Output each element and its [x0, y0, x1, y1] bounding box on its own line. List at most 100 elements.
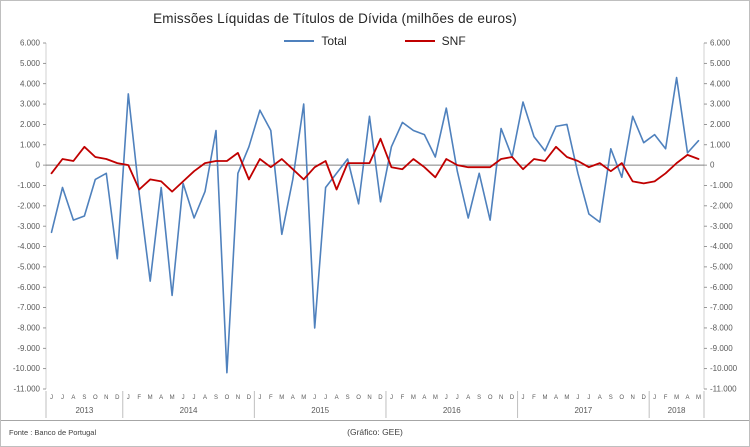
svg-text:2013: 2013: [75, 406, 93, 415]
svg-text:J: J: [61, 395, 64, 401]
svg-text:A: A: [159, 395, 163, 401]
svg-text:A: A: [554, 395, 558, 401]
svg-text:J: J: [313, 395, 316, 401]
svg-text:D: D: [115, 395, 120, 401]
legend-item-snf: SNF: [404, 34, 466, 48]
chart-title: Emissões Líquidas de Títulos de Dívida (…: [153, 11, 517, 26]
svg-text:M: M: [170, 395, 175, 401]
svg-text:3.000: 3.000: [710, 100, 731, 109]
svg-text:M: M: [564, 395, 569, 401]
svg-text:-3.000: -3.000: [17, 222, 40, 231]
svg-text:M: M: [301, 395, 306, 401]
svg-text:-9.000: -9.000: [17, 344, 40, 353]
svg-text:5.000: 5.000: [710, 59, 731, 68]
svg-text:F: F: [401, 395, 405, 401]
svg-text:A: A: [71, 395, 75, 401]
svg-text:-4.000: -4.000: [17, 242, 40, 251]
svg-text:-10.000: -10.000: [710, 364, 738, 373]
svg-text:F: F: [137, 395, 141, 401]
svg-text:6.000: 6.000: [710, 39, 731, 48]
svg-text:2.000: 2.000: [710, 120, 731, 129]
svg-text:-1.000: -1.000: [710, 181, 733, 190]
svg-text:F: F: [664, 395, 668, 401]
svg-text:J: J: [587, 395, 590, 401]
svg-text:J: J: [456, 395, 459, 401]
svg-text:2018: 2018: [668, 406, 686, 415]
svg-text:-6.000: -6.000: [710, 283, 733, 292]
svg-text:S: S: [346, 395, 350, 401]
svg-text:2017: 2017: [574, 406, 592, 415]
svg-text:2014: 2014: [180, 406, 198, 415]
svg-text:4.000: 4.000: [20, 79, 41, 88]
legend-label-snf: SNF: [441, 34, 466, 48]
svg-text:J: J: [193, 395, 196, 401]
svg-text:-11.000: -11.000: [13, 385, 40, 394]
svg-text:5.000: 5.000: [20, 59, 41, 68]
svg-text:S: S: [477, 395, 481, 401]
svg-text:F: F: [532, 395, 536, 401]
svg-text:A: A: [598, 395, 602, 401]
svg-text:0: 0: [36, 161, 41, 170]
chart-footer: Fonte : Banco de Portugal (Gráfico: GEE): [1, 420, 749, 446]
svg-text:J: J: [258, 395, 261, 401]
svg-text:A: A: [686, 395, 690, 401]
svg-text:N: N: [236, 395, 240, 401]
svg-text:A: A: [466, 395, 470, 401]
svg-text:A: A: [422, 395, 426, 401]
credit-note: (Gráfico: GEE): [347, 427, 403, 437]
svg-text:-8.000: -8.000: [17, 324, 40, 333]
svg-text:O: O: [619, 395, 624, 401]
svg-text:2016: 2016: [443, 406, 461, 415]
svg-text:S: S: [214, 395, 218, 401]
svg-text:D: D: [510, 395, 515, 401]
svg-text:O: O: [93, 395, 98, 401]
svg-text:2.000: 2.000: [20, 120, 41, 129]
svg-text:A: A: [291, 395, 295, 401]
svg-text:-3.000: -3.000: [710, 222, 733, 231]
svg-text:N: N: [104, 395, 108, 401]
svg-text:J: J: [445, 395, 448, 401]
svg-text:O: O: [488, 395, 493, 401]
svg-text:J: J: [182, 395, 185, 401]
svg-text:F: F: [269, 395, 273, 401]
snf-line-sample-icon: [404, 40, 435, 42]
svg-text:4.000: 4.000: [710, 79, 731, 88]
svg-text:O: O: [356, 395, 361, 401]
svg-text:1.000: 1.000: [710, 140, 731, 149]
svg-text:N: N: [631, 395, 635, 401]
svg-text:-7.000: -7.000: [710, 303, 733, 312]
svg-text:M: M: [433, 395, 438, 401]
svg-text:J: J: [576, 395, 579, 401]
legend: Total SNF: [1, 34, 749, 48]
svg-text:J: J: [653, 395, 656, 401]
svg-text:D: D: [642, 395, 647, 401]
svg-text:N: N: [367, 395, 371, 401]
svg-text:-5.000: -5.000: [710, 262, 733, 271]
svg-text:-4.000: -4.000: [710, 242, 733, 251]
legend-label-total: Total: [321, 34, 347, 48]
svg-text:J: J: [390, 395, 393, 401]
svg-text:-10.000: -10.000: [13, 364, 41, 373]
svg-text:J: J: [324, 395, 327, 401]
svg-text:M: M: [542, 395, 547, 401]
svg-text:-2.000: -2.000: [17, 201, 40, 210]
chart-plot: 6.000 6.000 5.000 5.000 4.000 4.000 3.000 3.000…: [13, 39, 738, 418]
svg-text:S: S: [82, 395, 86, 401]
svg-text:M: M: [279, 395, 284, 401]
svg-text:D: D: [378, 395, 383, 401]
svg-text:M: M: [148, 395, 153, 401]
svg-text:-5.000: -5.000: [17, 262, 40, 271]
svg-text:-8.000: -8.000: [710, 324, 733, 333]
svg-text:3.000: 3.000: [20, 100, 41, 109]
svg-text:-11.000: -11.000: [710, 385, 737, 394]
svg-text:-2.000: -2.000: [710, 201, 733, 210]
svg-text:6.000: 6.000: [20, 39, 41, 48]
svg-text:M: M: [674, 395, 679, 401]
svg-text:M: M: [411, 395, 416, 401]
svg-text:J: J: [522, 395, 525, 401]
svg-text:A: A: [335, 395, 339, 401]
svg-text:O: O: [225, 395, 230, 401]
svg-text:2015: 2015: [311, 406, 329, 415]
svg-text:-7.000: -7.000: [17, 303, 40, 312]
